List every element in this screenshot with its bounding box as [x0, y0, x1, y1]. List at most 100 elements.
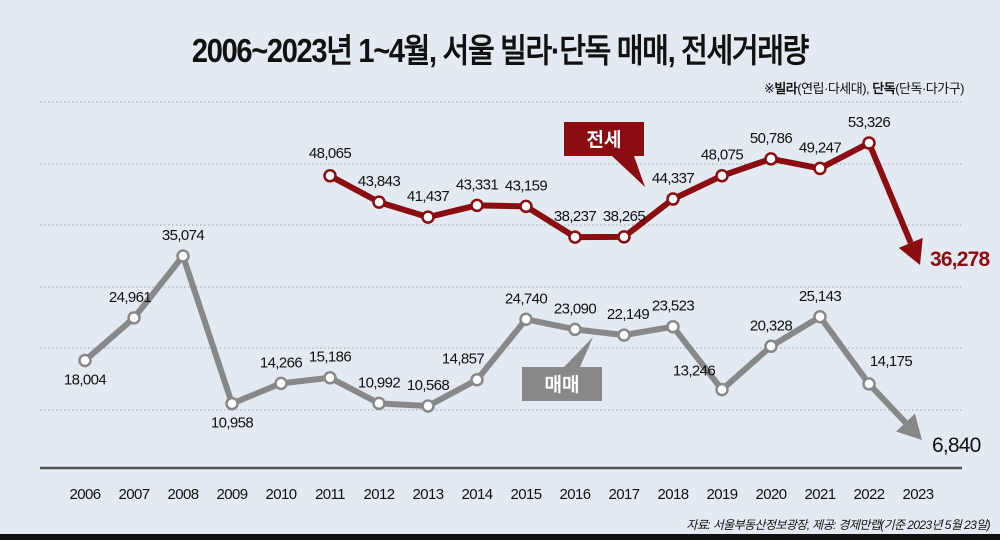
data-point-marker	[323, 169, 337, 183]
data-point-marker	[470, 198, 484, 213]
data-point-marker	[666, 192, 680, 206]
chart-title: 2006~2023년 1~4월, 서울 빌라·단독 매매, 전세거래량	[191, 32, 809, 69]
x-tick-label: 2010	[266, 486, 297, 503]
x-tick-label: 2011	[315, 486, 345, 503]
data-label: 20,328	[750, 317, 793, 334]
down-arrow-icon	[896, 413, 922, 440]
data-point-marker	[862, 136, 876, 150]
x-axis-labels: 2006 2007 2008 2009 2010 2011 2012 2013 2014 2015…	[70, 486, 935, 503]
jeonse-callout: 전세	[564, 122, 645, 187]
latest-value-label: 6,840	[932, 434, 981, 457]
x-tick-label: 2013	[413, 486, 444, 503]
data-point-marker	[176, 249, 190, 263]
data-point-marker	[666, 319, 680, 334]
data-label: 53,326	[848, 114, 891, 131]
x-tick-label: 2022	[854, 486, 885, 503]
data-label: 25,143	[799, 288, 842, 305]
data-point-marker	[470, 372, 484, 387]
x-tick-label: 2009	[217, 486, 248, 503]
maemae-callout: 매매	[522, 337, 602, 401]
data-label: 23,090	[554, 300, 597, 317]
data-label: 14,857	[442, 351, 485, 368]
data-point-marker	[617, 230, 631, 244]
data-point-marker	[764, 339, 778, 354]
data-point-marker	[421, 210, 435, 224]
data-point-marker	[813, 161, 827, 176]
data-label: 23,523	[652, 298, 695, 315]
data-point-marker	[274, 376, 288, 391]
data-point-marker	[519, 199, 533, 214]
latest-value-label: 36,278	[930, 248, 991, 271]
data-label: 24,961	[109, 289, 152, 306]
data-label: 50,786	[750, 130, 793, 147]
note-villa: 빌라	[774, 81, 798, 96]
data-label: 41,437	[407, 188, 450, 205]
data-label: 13,246	[673, 363, 716, 380]
note-detached: 단독	[872, 81, 896, 96]
data-point-marker	[568, 322, 582, 337]
x-tick-label: 2020	[756, 486, 787, 503]
data-point-marker	[715, 382, 729, 397]
data-label: 49,247	[799, 139, 842, 156]
series-line	[328, 140, 871, 241]
data-point-marker	[421, 399, 435, 413]
x-tick-label: 2014	[462, 486, 493, 503]
data-point-marker	[764, 152, 778, 166]
data-label: 35,074	[162, 227, 205, 244]
data-point-marker	[372, 396, 386, 411]
data-label: 48,075	[701, 147, 744, 164]
x-tick-label: 2007	[119, 486, 150, 503]
data-point-marker	[568, 230, 582, 244]
data-point-marker	[715, 168, 729, 183]
source-note: 자료: 서울부동산정보광장, 제공: 경제만랩(기준 2023년 5월 23일)	[686, 518, 990, 532]
data-point-marker	[372, 195, 386, 209]
x-tick-label: 2021	[805, 486, 836, 503]
x-tick-label: 2008	[168, 486, 199, 503]
note-detached-detail: (단독·다가구)	[895, 81, 964, 96]
data-point-marker	[862, 377, 876, 391]
jeonse-callout-label: 전세	[587, 129, 622, 151]
data-label: 10,992	[358, 374, 401, 391]
x-tick-label: 2019	[707, 486, 738, 503]
data-point-marker	[519, 312, 533, 327]
down-arrow-icon	[898, 237, 923, 265]
x-tick-label: 2012	[364, 486, 395, 503]
chart-note: ※빌라(연립·다세대), 단독(단독·다가구)	[763, 78, 965, 97]
x-tick-label: 2017	[609, 486, 640, 503]
data-label: 38,265	[603, 208, 646, 225]
data-point-marker	[225, 396, 239, 411]
data-point-marker	[127, 311, 141, 325]
x-tick-label: 2015	[511, 486, 542, 503]
trend-arrow-shaft	[866, 381, 908, 425]
data-label: 22,149	[607, 306, 650, 323]
x-tick-label: 2016	[560, 486, 591, 503]
data-point-marker	[78, 353, 92, 368]
x-tick-label: 2006	[70, 486, 101, 503]
data-label: 15,186	[309, 349, 352, 366]
data-point-marker	[617, 328, 631, 342]
maemae-callout-label: 매매	[545, 374, 580, 396]
data-label: 43,843	[358, 173, 401, 190]
data-label: 43,331	[456, 176, 499, 193]
data-label: 14,266	[260, 354, 303, 371]
data-label: 24,740	[505, 290, 548, 307]
trend-arrow-shaft	[866, 141, 914, 245]
bottom-bar	[0, 534, 1000, 540]
data-label: 43,159	[505, 177, 548, 194]
x-tick-label: 2018	[658, 486, 689, 503]
data-label: 38,237	[554, 208, 597, 225]
jeonse-series: 48,065 43,843 41,437 43,331 43,159 38,237 38,2…	[309, 114, 991, 271]
data-label: 18,004	[64, 371, 107, 388]
maemae-series: 18,004 24,961 35,074 10,958 14,266 15,186 10,9…	[64, 227, 982, 457]
data-label: 14,175	[870, 353, 913, 370]
data-label: 48,065	[309, 145, 352, 162]
note-prefix: ※	[763, 81, 775, 96]
data-label: 44,337	[652, 170, 695, 187]
x-tick-label: 2023	[903, 486, 934, 503]
data-label: 10,568	[407, 377, 450, 394]
note-villa-detail: (연립·다세대),	[797, 81, 873, 96]
data-point-marker	[323, 370, 337, 385]
data-point-marker	[813, 310, 827, 324]
data-label: 10,958	[211, 415, 254, 432]
